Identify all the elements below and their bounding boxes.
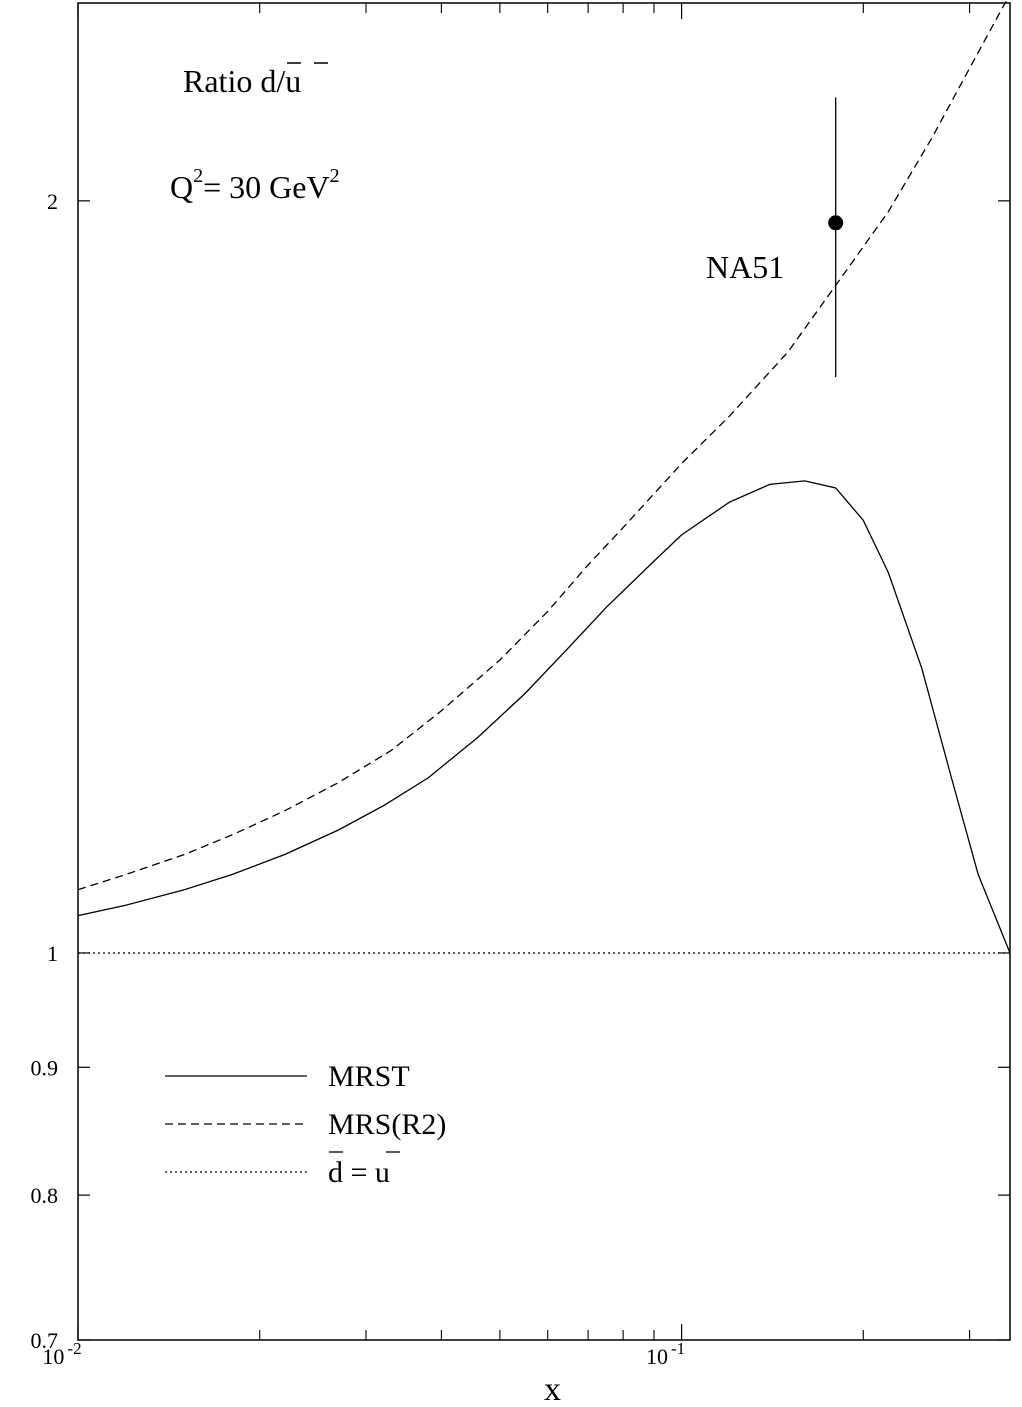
- x-tick-label: 10 -1: [646, 1339, 685, 1369]
- ratio-d: d: [260, 63, 276, 99]
- y-tick-label: 0.8: [31, 1183, 59, 1208]
- q2-annotation: Q2= 30 GeV2: [170, 165, 340, 205]
- ratio-u: u: [285, 63, 301, 99]
- legend-label-mrsr2: MRS(R2): [328, 1108, 446, 1141]
- plot-frame: [77, 2, 1011, 1341]
- series-mrs-r2-: [77, 0, 1008, 891]
- na51-label: NA51: [706, 249, 784, 285]
- y-tick-label: 1: [47, 941, 58, 966]
- x-tick-label: 10 -2: [42, 1339, 81, 1369]
- axis-ticks: [77, 3, 1010, 1341]
- y-tick-label: 2: [47, 189, 58, 214]
- axis-tick-labels: 0.7 0.8 0.9 1 2 10 -2 10 -1: [31, 189, 686, 1369]
- legend: MRST MRS(R2) d = u: [165, 1060, 446, 1189]
- na51-point: [828, 215, 844, 231]
- y-tick-label: 0.9: [31, 1055, 59, 1080]
- legend-label-equal: d = u: [328, 1156, 390, 1189]
- y-tick-label: 0.7: [31, 1328, 59, 1353]
- data-points: [828, 97, 844, 378]
- series-mrst: [77, 480, 1011, 954]
- legend-label-mrst: MRST: [328, 1060, 410, 1093]
- curves: [77, 0, 1011, 954]
- ratio-annotation: Ratio d/u: [183, 63, 301, 99]
- x-axis-label: x: [544, 1371, 561, 1407]
